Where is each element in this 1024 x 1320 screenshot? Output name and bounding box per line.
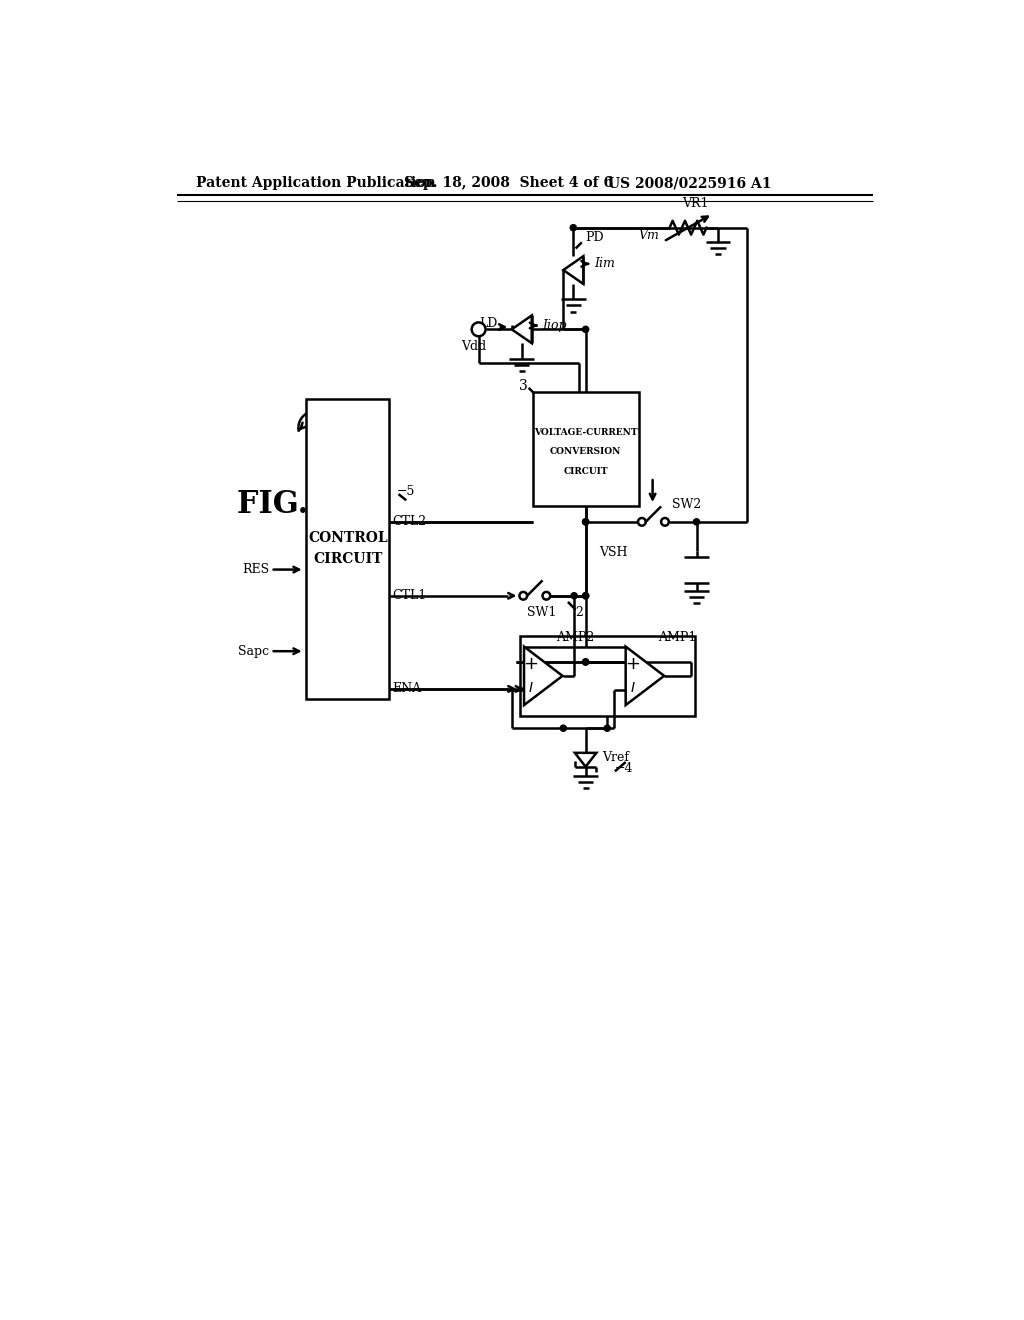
- Circle shape: [662, 517, 669, 525]
- Text: LD: LD: [479, 317, 498, 330]
- Circle shape: [583, 659, 589, 665]
- Text: Vdd: Vdd: [462, 339, 486, 352]
- Bar: [520, 636, 695, 715]
- Polygon shape: [563, 256, 584, 284]
- Circle shape: [583, 326, 589, 333]
- Text: SW2: SW2: [672, 499, 701, 511]
- Text: Iiop: Iiop: [543, 319, 567, 333]
- Polygon shape: [574, 752, 596, 767]
- Circle shape: [519, 591, 527, 599]
- Text: Patent Application Publication: Patent Application Publication: [196, 176, 435, 190]
- Text: AMP1: AMP1: [658, 631, 696, 644]
- Text: Iim: Iim: [594, 257, 615, 271]
- Text: +: +: [625, 655, 640, 672]
- Bar: [532, 392, 639, 507]
- Text: Sapc: Sapc: [238, 644, 269, 657]
- Circle shape: [570, 224, 577, 231]
- Text: CIRCUIT: CIRCUIT: [563, 466, 608, 475]
- Circle shape: [583, 519, 589, 525]
- Polygon shape: [524, 647, 562, 705]
- Text: 1: 1: [306, 405, 315, 420]
- Circle shape: [583, 593, 589, 599]
- Text: Sep. 18, 2008  Sheet 4 of 6: Sep. 18, 2008 Sheet 4 of 6: [403, 176, 613, 190]
- Polygon shape: [512, 315, 531, 343]
- Text: I: I: [631, 681, 635, 696]
- Circle shape: [583, 659, 589, 665]
- Text: AMP2: AMP2: [556, 631, 595, 644]
- Text: VR1: VR1: [682, 197, 709, 210]
- Text: I: I: [529, 681, 534, 696]
- Text: CONVERSION: CONVERSION: [550, 447, 622, 457]
- Text: −5: −5: [397, 484, 416, 498]
- Text: US 2008/0225916 A1: US 2008/0225916 A1: [608, 176, 771, 190]
- Text: 2: 2: [575, 606, 584, 619]
- Text: +: +: [523, 655, 539, 672]
- Circle shape: [638, 517, 646, 525]
- Text: ENA: ENA: [392, 682, 422, 696]
- Text: CTL1: CTL1: [392, 589, 427, 602]
- Circle shape: [472, 322, 485, 337]
- Text: PD: PD: [585, 231, 603, 244]
- Text: Vref: Vref: [602, 751, 630, 764]
- Text: VOLTAGE-CURRENT: VOLTAGE-CURRENT: [534, 428, 638, 437]
- Circle shape: [571, 593, 578, 599]
- Polygon shape: [626, 647, 665, 705]
- Circle shape: [583, 519, 589, 525]
- Text: 3: 3: [519, 379, 528, 392]
- Text: RES: RES: [242, 564, 269, 576]
- Text: CONTROL
CIRCUIT: CONTROL CIRCUIT: [308, 532, 387, 566]
- Text: −4: −4: [614, 762, 634, 775]
- Text: Vm: Vm: [639, 228, 659, 242]
- Text: SW1: SW1: [527, 606, 556, 619]
- Circle shape: [604, 725, 610, 731]
- Bar: [306, 399, 389, 700]
- Circle shape: [693, 519, 699, 525]
- Text: FIG. 4: FIG. 4: [237, 490, 340, 520]
- Circle shape: [583, 593, 589, 599]
- Circle shape: [543, 591, 550, 599]
- Circle shape: [560, 725, 566, 731]
- Text: CTL2: CTL2: [392, 515, 426, 528]
- Text: VSH: VSH: [599, 546, 628, 560]
